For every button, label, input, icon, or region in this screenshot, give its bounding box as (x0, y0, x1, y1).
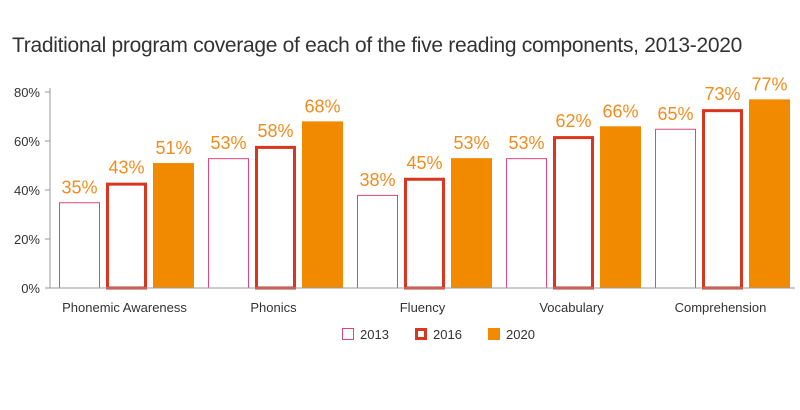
y-axis: 0% 20% 40% 60% 80% (14, 85, 51, 296)
y-tick-label: 60% (14, 134, 40, 149)
legend-label: 2016 (433, 327, 462, 342)
bar-2013-phonemic-awareness (59, 202, 100, 289)
data-label: 77% (751, 74, 787, 94)
bar-2016-fluency (404, 177, 445, 290)
x-category-label: Vocabulary (539, 300, 604, 315)
data-label: 45% (406, 153, 442, 173)
data-label: 53% (453, 133, 489, 153)
legend-swatch-2013 (342, 328, 354, 340)
data-label: 53% (508, 133, 544, 153)
data-label: 53% (210, 133, 246, 153)
data-label: 65% (657, 104, 693, 124)
legend: 2013 2016 2020 (342, 327, 535, 342)
data-label: 73% (704, 84, 740, 104)
data-labels: 35% 43% 51% 53% 58% 68% 38% 45% 53% 53% 62% 66% 65% 7… (61, 74, 787, 197)
bar-2013-fluency (357, 194, 398, 289)
bars (59, 99, 790, 290)
x-category-label: Phonics (250, 300, 297, 315)
legend-swatch-2016 (415, 328, 427, 340)
bar-2016-comprehension (702, 109, 743, 290)
x-category-label: Comprehension (675, 300, 767, 315)
data-label: 58% (257, 121, 293, 141)
data-label: 43% (108, 158, 144, 178)
bar-2020-phonics (302, 121, 343, 289)
bar-2020-comprehension (749, 99, 790, 288)
x-axis: Phonemic Awareness Phonics Fluency Vocabula… (50, 287, 795, 315)
legend-swatch-2020 (488, 328, 500, 340)
bar-2020-phonemic-awareness (153, 163, 194, 288)
x-category-label: Fluency (400, 300, 446, 315)
data-label: 66% (602, 101, 638, 121)
y-tick-label: 40% (14, 183, 40, 198)
bar-2020-vocabulary (600, 126, 641, 288)
bar-2013-phonics (208, 158, 249, 289)
bar-2016-phonemic-awareness (106, 182, 147, 290)
bar-2016-phonics (255, 145, 296, 290)
chart-title: Traditional program coverage of each of … (12, 34, 742, 57)
y-tick-label: 20% (14, 232, 40, 247)
bar-2013-comprehension (655, 128, 696, 289)
y-tick-label: 0% (21, 281, 40, 296)
data-label: 68% (304, 96, 340, 116)
legend-label: 2020 (506, 327, 535, 342)
bar-2013-vocabulary (506, 158, 547, 289)
data-label: 62% (555, 111, 591, 131)
bar-2020-fluency (451, 158, 492, 288)
bar-2016-vocabulary (553, 136, 594, 290)
y-tick-label: 80% (14, 85, 40, 100)
x-category-label: Phonemic Awareness (62, 300, 187, 315)
data-label: 35% (61, 177, 97, 197)
data-label: 38% (359, 170, 395, 190)
legend-label: 2013 (360, 327, 389, 342)
data-label: 51% (155, 138, 191, 158)
